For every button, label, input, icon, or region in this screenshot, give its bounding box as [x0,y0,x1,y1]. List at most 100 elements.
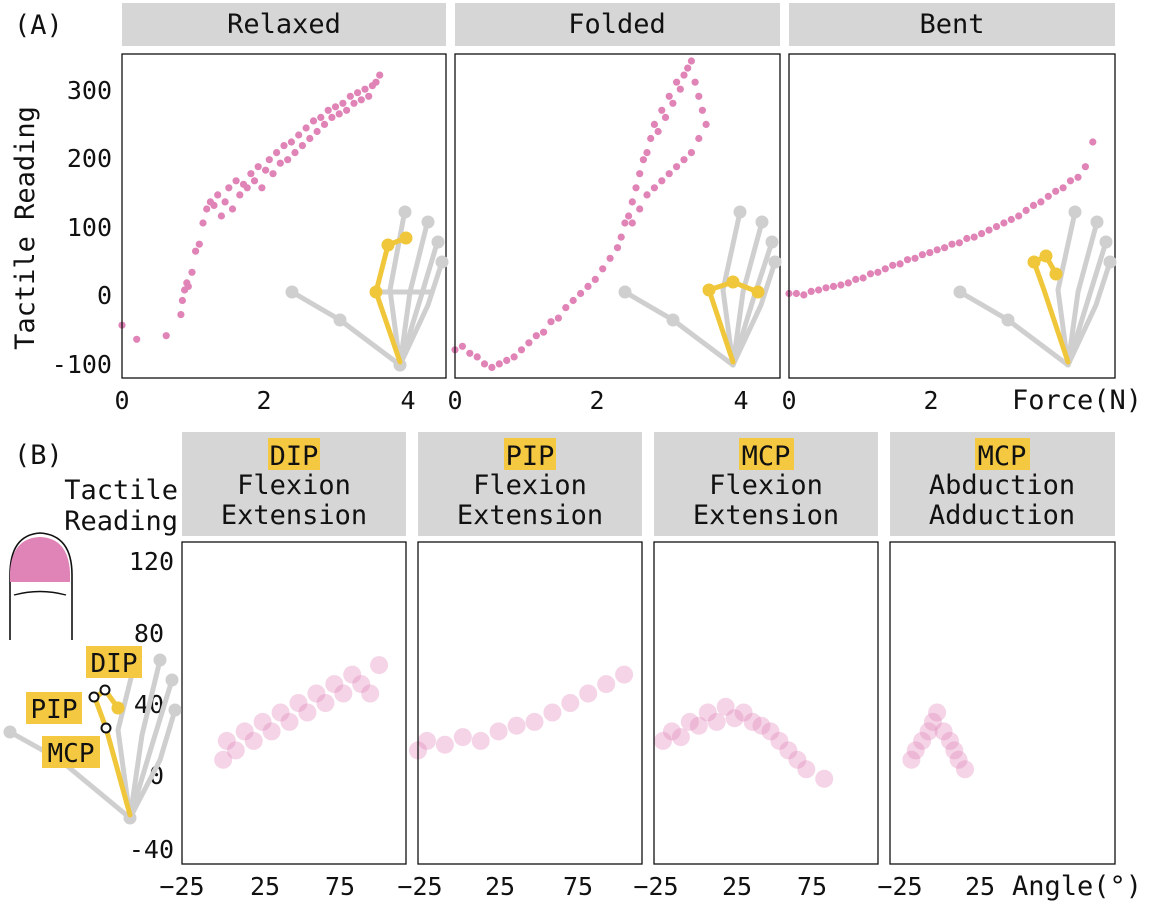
strip-title-relaxed: Relaxed [227,9,341,40]
data-point [815,769,834,788]
x-tick-folded-4: 4 [733,386,748,415]
data-point [643,191,651,199]
data-point [1074,173,1082,181]
x-tick-mcp-flex-m25: −25 [633,872,678,901]
data-point [934,722,953,741]
joint-label-mcp-highlight [42,736,100,768]
data-point [199,219,207,227]
data-point [837,281,845,289]
data-point [525,339,533,347]
data-point [1059,184,1067,192]
data-point [752,716,771,735]
data-point [243,184,251,192]
data-point [658,106,666,114]
data-point [325,675,344,694]
data-point [665,92,673,100]
data-point [577,289,585,298]
data-point [1007,215,1015,224]
strip-pip-line2: Extension [457,500,603,531]
data-point [636,170,644,178]
data-point [859,274,867,282]
data-point [507,716,526,735]
data-point [599,265,607,273]
data-point [309,117,318,125]
data-point [695,92,703,100]
x-tick-relaxed-4: 4 [400,386,415,415]
panel-dip [214,656,389,769]
panel-mcp-abduction [902,703,974,779]
data-point [453,728,472,747]
panel-mcp-flexion [654,697,834,788]
strip-mcp-flexion-line2: Extension [693,500,839,531]
joint-label-dip: DIP [91,649,138,679]
data-point [669,99,677,107]
data-point [662,722,681,741]
data-point [1015,212,1023,220]
data-point [177,311,185,319]
hand-folded-icon [618,205,782,368]
x-tick-mcp-flex-75: 75 [797,872,827,901]
data-point [654,127,662,136]
data-point [671,728,690,747]
data-point [903,256,912,264]
figure-label-b: (B) [14,440,63,471]
data-point [941,731,959,750]
data-point [844,279,852,287]
data-point [247,170,255,178]
data-point [949,750,968,769]
data-point [517,346,526,354]
data-point [1037,198,1045,206]
data-point [269,170,277,178]
strip-folded [455,3,780,46]
data-point [298,703,317,722]
x-tick-relaxed-0: 0 [114,386,129,415]
data-point [214,750,233,769]
data-point [287,138,295,146]
data-point [250,177,259,185]
data-point [298,142,306,150]
data-point [881,265,889,273]
panel-frame-folded [454,53,781,379]
data-point [289,694,308,712]
data-point [226,741,245,760]
data-point [458,342,466,350]
panel-frame-mcp-flexion [653,541,879,865]
data-point [628,219,636,227]
data-point [928,703,947,722]
panel-bent [785,138,1097,299]
data-point [955,239,964,247]
x-tick-folded-0: 0 [447,386,462,415]
x-tick-mcp-abd-25: 25 [965,872,995,901]
strip-mcp-flexion-joint: MCP [742,441,791,472]
data-point [334,684,353,703]
data-point [543,703,562,722]
data-point [673,78,681,86]
data-point [203,205,211,213]
data-point [770,731,789,750]
data-point [617,233,625,241]
data-point [970,233,978,241]
data-point [779,741,798,760]
data-point [316,694,335,712]
data-point [235,722,254,741]
data-point [743,712,762,731]
data-point [933,246,941,254]
strip-mcp-abduction-line2: Adduction [929,500,1075,531]
data-point [188,268,196,276]
y-axis-label-b-line2: Reading [64,506,178,537]
data-point [554,314,563,322]
data-point [480,360,489,368]
strip-mcp-abduction-line1: Abduction [929,470,1075,501]
data-point [244,731,263,750]
data-point [606,254,614,262]
panel-frame-bent [788,53,1116,379]
x-tick-dip-25: 25 [250,872,280,901]
data-point [963,234,971,243]
x-axis-label-b: Angle(°) [1012,871,1142,902]
data-point [636,205,644,213]
data-point [874,268,882,276]
data-point [1044,192,1052,200]
x-tick-mcp-abd-m25: −25 [877,872,922,901]
data-point [1052,187,1060,195]
data-point [866,270,875,278]
